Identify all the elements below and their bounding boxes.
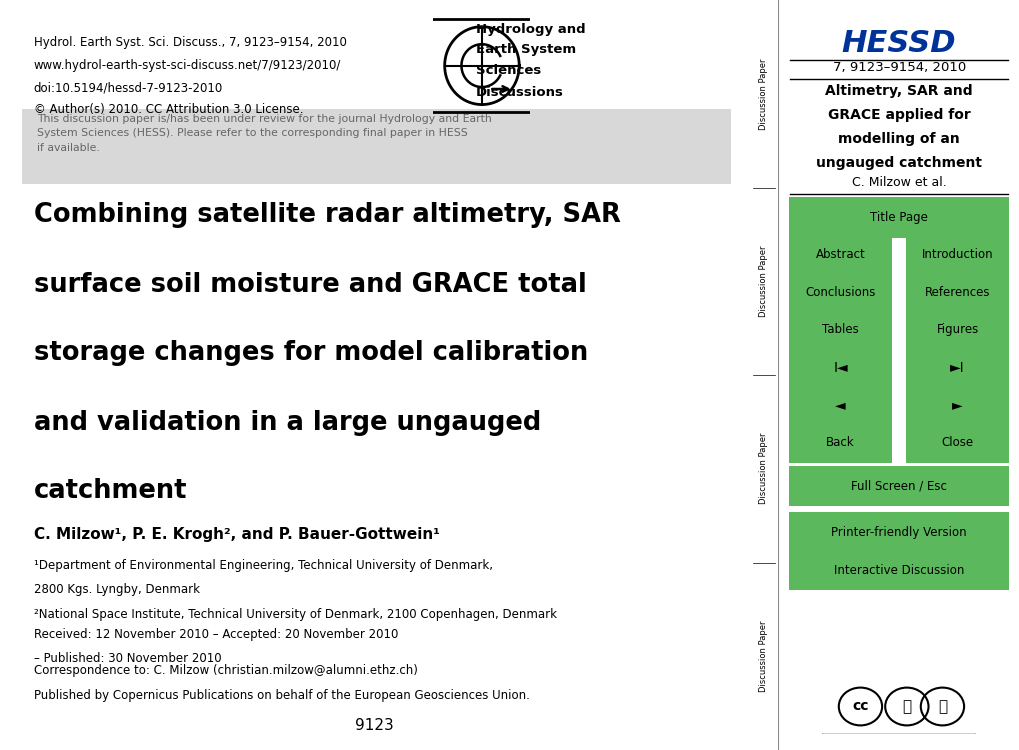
Text: This discussion paper is/has been under review for the journal Hydrology and Ear: This discussion paper is/has been under … bbox=[38, 114, 492, 153]
FancyBboxPatch shape bbox=[906, 235, 1008, 275]
Text: Hydrol. Earth Syst. Sci. Discuss., 7, 9123–9154, 2010: Hydrol. Earth Syst. Sci. Discuss., 7, 91… bbox=[34, 36, 346, 49]
FancyBboxPatch shape bbox=[789, 235, 891, 275]
FancyBboxPatch shape bbox=[789, 197, 1008, 238]
FancyBboxPatch shape bbox=[22, 109, 731, 184]
Text: Figures: Figures bbox=[935, 323, 978, 337]
FancyBboxPatch shape bbox=[789, 422, 891, 463]
Text: ►I: ►I bbox=[950, 361, 964, 374]
Text: Full Screen / Esc: Full Screen / Esc bbox=[851, 479, 946, 493]
Text: Conclusions: Conclusions bbox=[805, 286, 875, 299]
FancyBboxPatch shape bbox=[906, 272, 1008, 313]
Text: Close: Close bbox=[941, 436, 973, 449]
Text: Discussion Paper: Discussion Paper bbox=[759, 433, 767, 505]
Text: ►: ► bbox=[952, 398, 962, 412]
Text: Altimetry, SAR and: Altimetry, SAR and bbox=[824, 84, 972, 98]
Text: Published by Copernicus Publications on behalf of the European Geosciences Union: Published by Copernicus Publications on … bbox=[34, 688, 529, 701]
Text: catchment: catchment bbox=[34, 478, 187, 505]
FancyBboxPatch shape bbox=[789, 512, 1008, 553]
Text: 7, 9123–9154, 2010: 7, 9123–9154, 2010 bbox=[832, 62, 965, 74]
Text: C. Milzow et al.: C. Milzow et al. bbox=[851, 176, 946, 189]
Text: 2800 Kgs. Lyngby, Denmark: 2800 Kgs. Lyngby, Denmark bbox=[34, 584, 200, 596]
Text: Tables: Tables bbox=[821, 323, 858, 337]
Text: 9123: 9123 bbox=[356, 718, 393, 734]
Text: Hydrology and: Hydrology and bbox=[476, 22, 585, 35]
Text: storage changes for model calibration: storage changes for model calibration bbox=[34, 340, 587, 367]
Text: ²National Space Institute, Technical University of Denmark, 2100 Copenhagen, Den: ²National Space Institute, Technical Uni… bbox=[34, 608, 556, 621]
Text: Discussions: Discussions bbox=[476, 86, 564, 98]
Text: Abstract: Abstract bbox=[815, 248, 864, 262]
Text: www.hydrol-earth-syst-sci-discuss.net/7/9123/2010/: www.hydrol-earth-syst-sci-discuss.net/7/… bbox=[34, 58, 340, 71]
Text: Printer-friendly Version: Printer-friendly Version bbox=[830, 526, 966, 539]
Text: Earth System: Earth System bbox=[476, 44, 576, 56]
FancyBboxPatch shape bbox=[906, 385, 1008, 425]
FancyBboxPatch shape bbox=[906, 310, 1008, 350]
Text: Interactive Discussion: Interactive Discussion bbox=[834, 563, 963, 577]
FancyBboxPatch shape bbox=[789, 272, 891, 313]
FancyBboxPatch shape bbox=[789, 347, 891, 388]
FancyBboxPatch shape bbox=[906, 347, 1008, 388]
FancyBboxPatch shape bbox=[789, 310, 891, 350]
FancyBboxPatch shape bbox=[789, 466, 1008, 506]
Text: Title Page: Title Page bbox=[869, 211, 927, 224]
Text: © Author(s) 2010. CC Attribution 3.0 License.: © Author(s) 2010. CC Attribution 3.0 Lic… bbox=[34, 104, 303, 116]
Text: Introduction: Introduction bbox=[921, 248, 993, 262]
Text: References: References bbox=[924, 286, 989, 299]
Text: GRACE applied for: GRACE applied for bbox=[827, 108, 969, 122]
Text: and validation in a large ungauged: and validation in a large ungauged bbox=[34, 410, 540, 436]
Text: Discussion Paper: Discussion Paper bbox=[759, 245, 767, 317]
Text: C. Milzow¹, P. E. Krogh², and P. Bauer-Gottwein¹: C. Milzow¹, P. E. Krogh², and P. Bauer-G… bbox=[34, 526, 439, 542]
Text: doi:10.5194/hessd-7-9123-2010: doi:10.5194/hessd-7-9123-2010 bbox=[34, 81, 223, 94]
FancyBboxPatch shape bbox=[789, 385, 891, 425]
Text: ungauged catchment: ungauged catchment bbox=[815, 156, 981, 170]
Text: surface soil moisture and GRACE total: surface soil moisture and GRACE total bbox=[34, 272, 586, 298]
Text: modelling of an: modelling of an bbox=[838, 132, 959, 146]
Text: ◄: ◄ bbox=[835, 398, 845, 412]
Text: ⓑ: ⓑ bbox=[902, 699, 911, 714]
Text: Correspondence to: C. Milzow (christian.milzow@alumni.ethz.ch): Correspondence to: C. Milzow (christian.… bbox=[34, 664, 417, 676]
Text: Back: Back bbox=[825, 436, 854, 449]
FancyBboxPatch shape bbox=[819, 678, 977, 735]
Text: Discussion Paper: Discussion Paper bbox=[759, 58, 767, 130]
Text: ¹Department of Environmental Engineering, Technical University of Denmark,: ¹Department of Environmental Engineering… bbox=[34, 559, 492, 572]
FancyBboxPatch shape bbox=[906, 422, 1008, 463]
Text: Received: 12 November 2010 – Accepted: 20 November 2010: Received: 12 November 2010 – Accepted: 2… bbox=[34, 628, 397, 640]
Text: Discussion Paper: Discussion Paper bbox=[759, 620, 767, 692]
Text: HESSD: HESSD bbox=[841, 28, 956, 58]
Text: Sciences: Sciences bbox=[476, 64, 541, 77]
Text: ⓑ: ⓑ bbox=[936, 699, 946, 714]
Text: – Published: 30 November 2010: – Published: 30 November 2010 bbox=[34, 652, 221, 665]
FancyBboxPatch shape bbox=[789, 550, 1008, 590]
Text: cc: cc bbox=[851, 700, 868, 713]
Text: I◄: I◄ bbox=[833, 361, 847, 374]
Text: Combining satellite radar altimetry, SAR: Combining satellite radar altimetry, SAR bbox=[34, 202, 620, 229]
